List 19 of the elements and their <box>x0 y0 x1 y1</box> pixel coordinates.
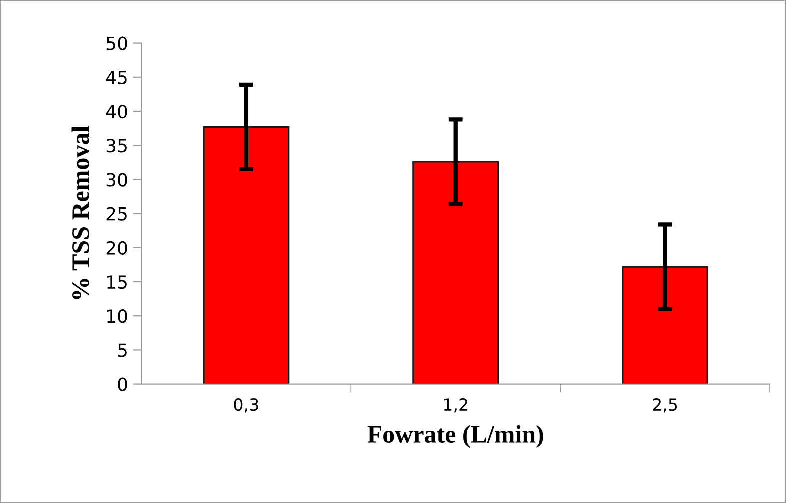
y-tick-label: 40 <box>106 104 128 119</box>
y-tick-label: 10 <box>108 310 128 324</box>
x-axis-title: Fowrate (L/min) <box>368 425 544 448</box>
y-tick-label: 5 <box>118 344 127 358</box>
bar <box>203 126 290 384</box>
y-tick-label: 50 <box>106 36 128 50</box>
y-tick-label: 30 <box>106 173 128 187</box>
y-tick-label: 0 <box>118 378 128 392</box>
x-tick-label: 2,5 <box>653 398 678 413</box>
y-tick-label: 45 <box>106 71 127 85</box>
y-tick-label: 25 <box>106 207 127 221</box>
y-tick-label: 20 <box>106 241 128 256</box>
y-tick-label: 15 <box>108 276 127 290</box>
y-tick-label: 35 <box>106 139 127 153</box>
y-axis-title: % TSS Removal <box>72 126 90 300</box>
bar <box>622 266 709 384</box>
bar <box>412 161 500 384</box>
x-tick-label: 0,3 <box>234 398 258 413</box>
x-tick-label: 1,2 <box>444 398 468 413</box>
